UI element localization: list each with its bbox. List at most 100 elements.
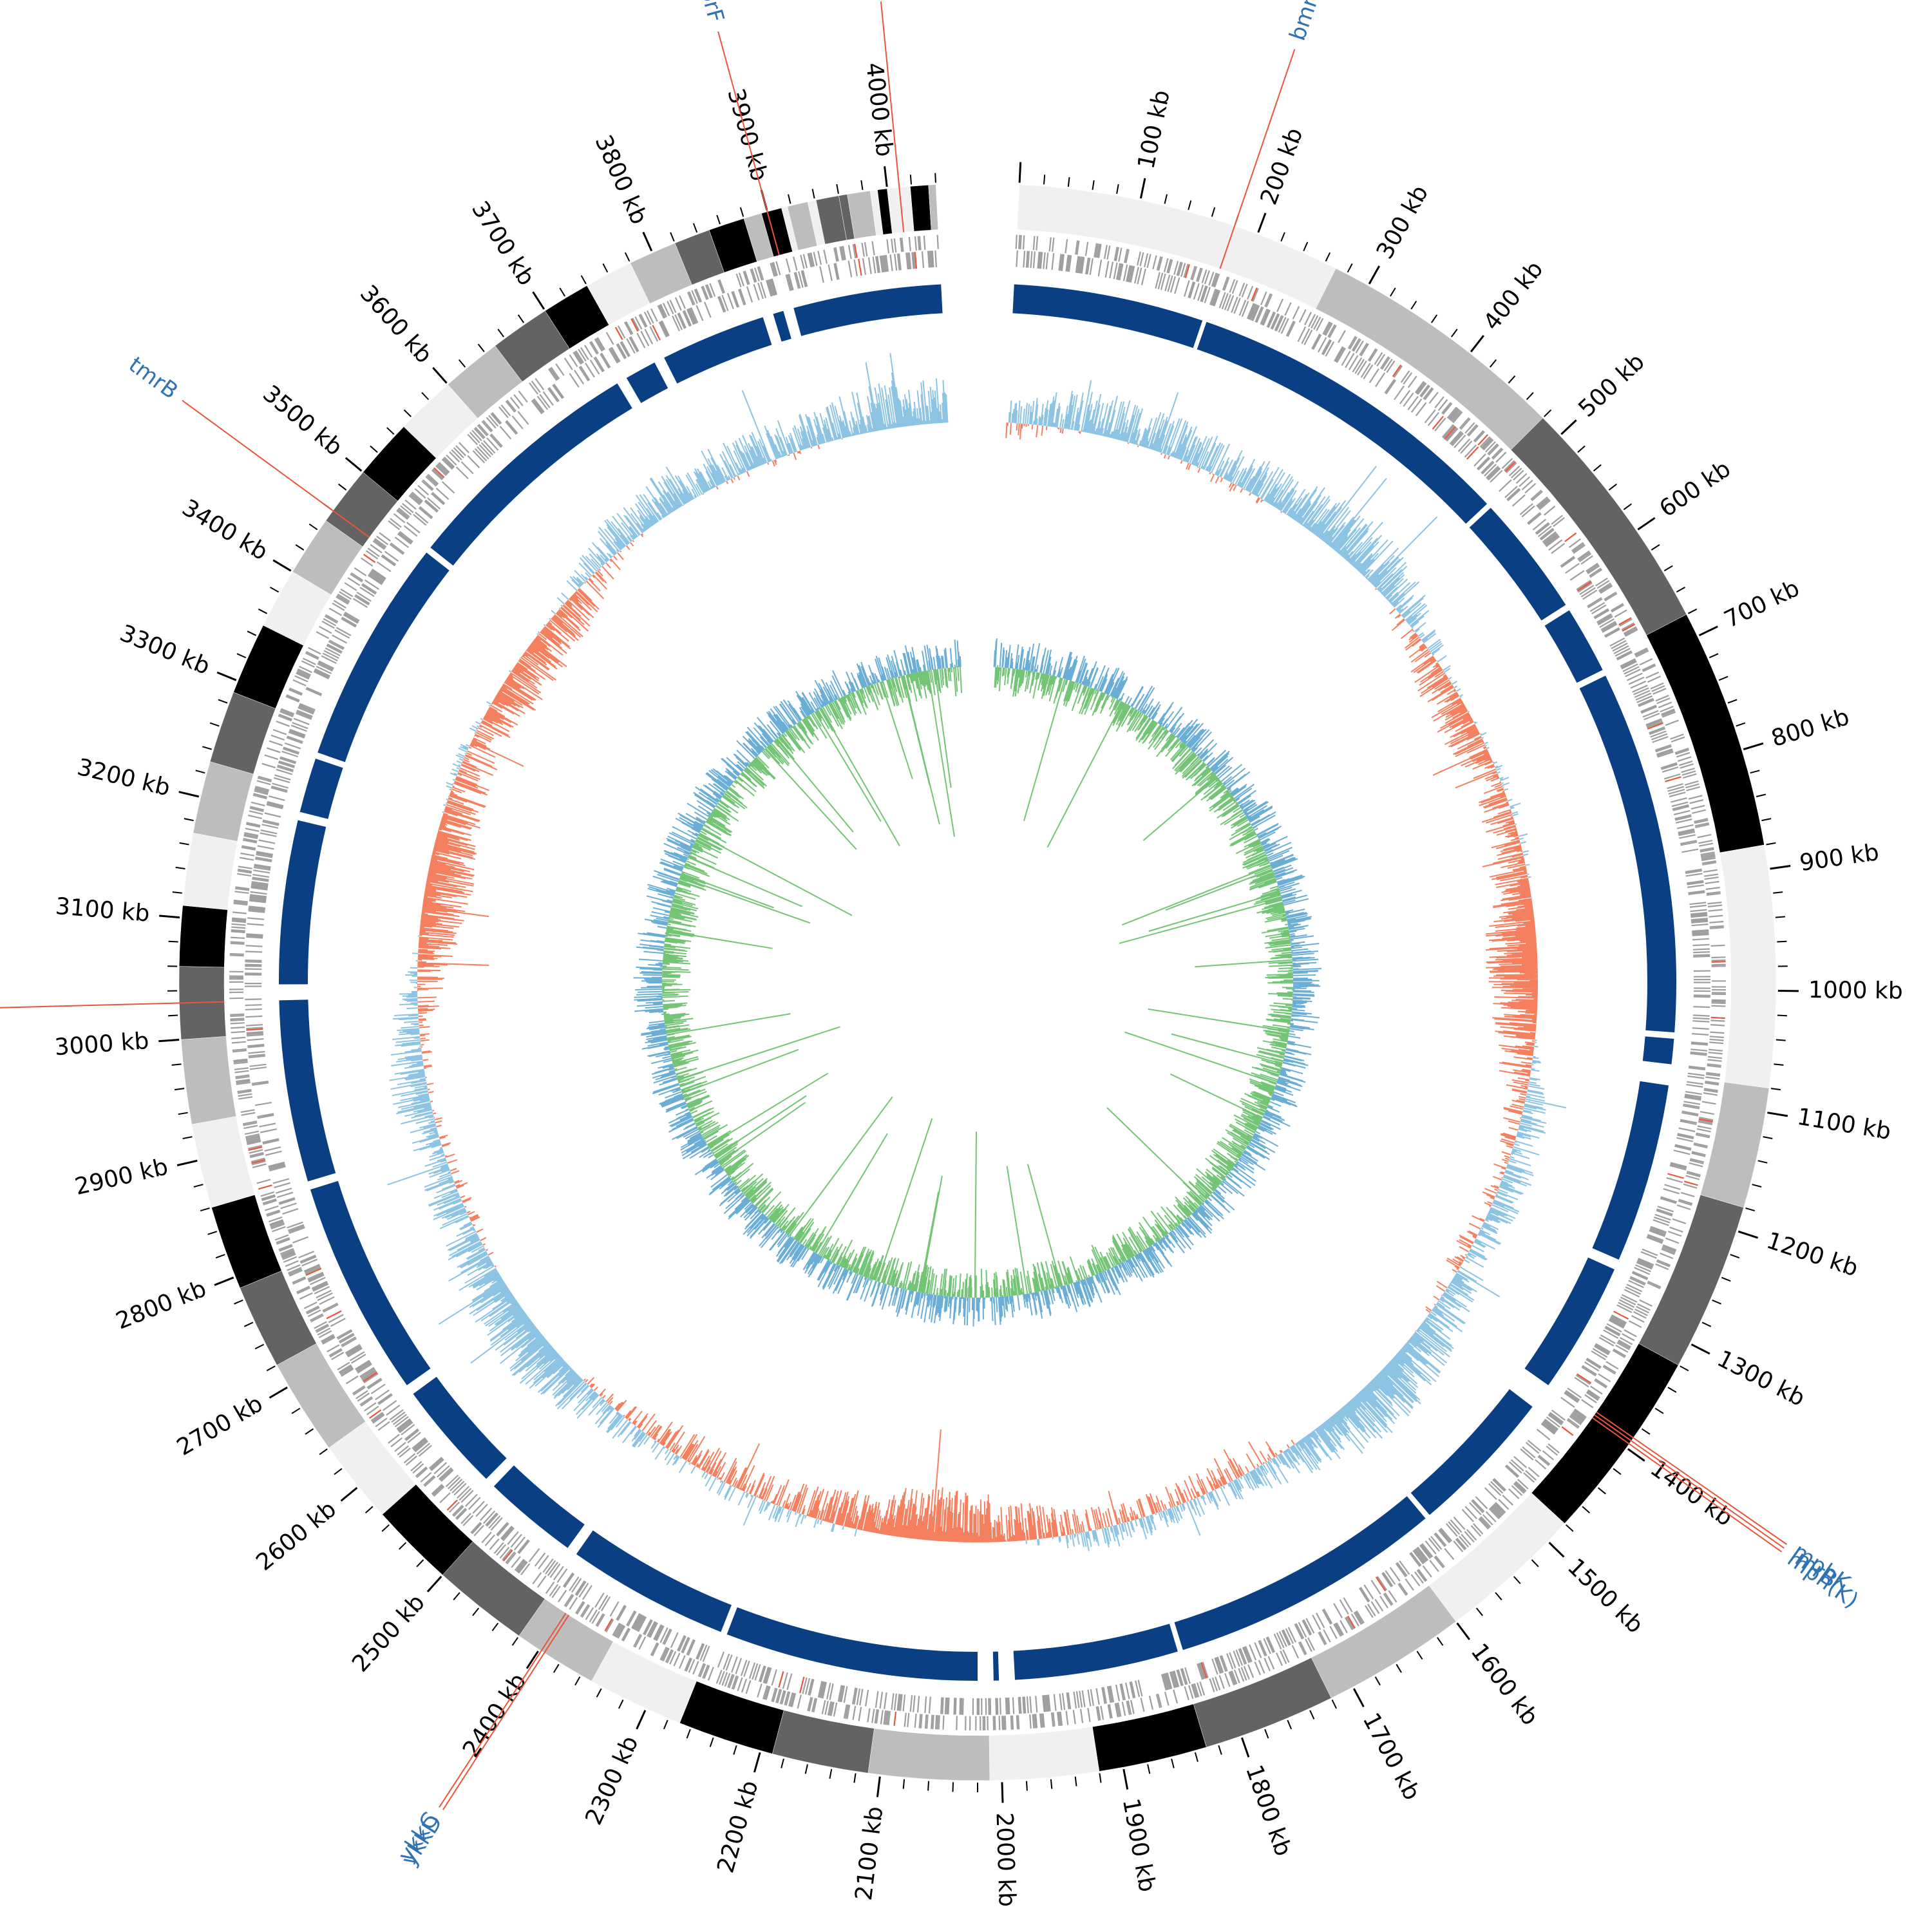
tick-label: 600 kb <box>1655 456 1736 523</box>
tick-label: 1200 kb <box>1763 1227 1861 1282</box>
tick-label: 1800 kb <box>1240 1761 1296 1859</box>
tick-label: 1500 kb <box>1562 1553 1649 1638</box>
tick-label: 2700 kb <box>173 1390 267 1461</box>
tick-label: 2900 kb <box>73 1153 171 1200</box>
tick-label: 3600 kb <box>355 280 437 368</box>
contig-block <box>1646 614 1765 853</box>
tick-label: 500 kb <box>1573 348 1649 422</box>
tick-label: 800 kb <box>1768 704 1852 752</box>
blast-hit-segment <box>1579 676 1676 1033</box>
tick-label: 2800 kb <box>113 1276 211 1335</box>
tick-label: 100 kb <box>1133 88 1175 171</box>
tick-label: 3700 kb <box>466 196 540 290</box>
contig-block <box>178 905 228 968</box>
tick-label: 2500 kb <box>347 1589 430 1677</box>
tick-label: 1600 kb <box>1466 1639 1544 1730</box>
gene-pointer-line <box>1596 1411 1787 1545</box>
gene-pointer-line <box>717 31 780 256</box>
gene-pointer-line <box>0 1001 225 1009</box>
blast-hit-segment <box>1642 1036 1674 1065</box>
tick-label: 400 kb <box>1479 256 1549 336</box>
blast-hit-segment <box>1012 284 1203 348</box>
gc-content-track <box>387 353 1567 1551</box>
tick-label: 3200 kb <box>75 754 173 802</box>
tick-label: 3000 kb <box>53 1028 149 1061</box>
contig-block <box>193 761 254 842</box>
blast-hit-segment <box>430 383 632 566</box>
tick-label: 3500 kb <box>258 381 347 461</box>
tick-label: 900 kb <box>1798 839 1880 876</box>
axis-ticks <box>158 162 1799 1803</box>
blast-hit-segment <box>279 999 336 1182</box>
contig-block <box>989 1727 1100 1781</box>
contig-block <box>1700 1082 1770 1208</box>
minor-ticks <box>167 173 1788 1792</box>
tick-label: 3900 kb <box>722 86 772 184</box>
contig-block <box>1719 844 1777 1089</box>
tick-label: 300 kb <box>1372 181 1434 263</box>
blast-hit-ring <box>279 284 1676 1681</box>
gene-pointer-line <box>1594 1414 1785 1549</box>
contig-block <box>182 833 238 910</box>
tick-label: 2300 kb <box>580 1732 643 1829</box>
blast-hit-segment <box>1174 1496 1426 1651</box>
blast-hit-segment <box>773 310 791 342</box>
contig-block <box>191 1116 255 1208</box>
blast-hit-segment <box>726 1607 978 1681</box>
blast-hit-segment <box>279 820 327 985</box>
blast-hit-segment <box>1469 507 1566 621</box>
tick-label: 1000 kb <box>1808 977 1903 1005</box>
blast-hit-segment <box>1197 321 1488 524</box>
gene-pointer-line <box>439 1613 567 1808</box>
blast-hit-segment <box>992 1651 999 1681</box>
gc-skew-track <box>633 638 1321 1327</box>
blast-hit-segment <box>1524 1257 1615 1385</box>
cds-highlight-features <box>246 243 1726 1726</box>
tick-label: 3800 kb <box>590 131 652 229</box>
tick-label: 3300 kb <box>116 620 213 680</box>
tick-label: 1300 kb <box>1713 1345 1809 1412</box>
blast-hit-segment <box>1544 610 1603 683</box>
tick-label: 700 kb <box>1720 575 1803 634</box>
tick-label: 1100 kb <box>1795 1104 1893 1145</box>
blast-hit-segment <box>576 1530 732 1633</box>
contig-block <box>1193 1657 1332 1748</box>
major-ticks <box>158 162 1799 1803</box>
tick-label: 1400 kb <box>1645 1455 1738 1531</box>
contig-ring <box>178 184 1777 1781</box>
contig-block <box>180 1036 237 1125</box>
gc-content-below <box>417 422 1539 1543</box>
tick-label: 200 kb <box>1256 124 1309 208</box>
tick-label: 2000 kb <box>990 1812 1019 1908</box>
tick-label: 1700 kb <box>1358 1709 1425 1804</box>
blast-hit-segment <box>793 284 943 336</box>
gene-pointer-line <box>1219 49 1296 269</box>
blast-hit-segment <box>1592 1081 1669 1260</box>
gene-pointer-line <box>442 1615 570 1810</box>
gene-pointer-line <box>880 1 905 232</box>
blast-hit-segment <box>664 317 772 384</box>
cds-features <box>229 234 1727 1731</box>
blast-hit-segment <box>493 1465 585 1548</box>
contig-block <box>910 185 932 232</box>
gene-pointer-line <box>1592 1417 1782 1553</box>
gene-label: Bsub_mprF <box>672 0 728 25</box>
tick-label: 2100 kb <box>851 1805 889 1902</box>
blast-hit-segment <box>1410 1389 1533 1515</box>
tick-label: 1900 kb <box>1117 1796 1160 1894</box>
gene-label: bmr <box>1285 0 1323 44</box>
blast-hit-segment <box>413 1376 507 1479</box>
tick-label: 3400 kb <box>178 495 272 566</box>
cds-track <box>229 234 1727 1731</box>
blast-hit-segment <box>626 362 668 403</box>
tick-label: 2600 kb <box>251 1496 341 1576</box>
gc-content-above <box>387 353 1567 1551</box>
gc-skew-negative <box>661 667 1294 1298</box>
blast-hit-segment <box>310 1180 431 1385</box>
tick-label: 3100 kb <box>54 893 151 927</box>
blast-hit-segment <box>317 553 450 762</box>
gene-pointer-line <box>182 400 370 538</box>
blast-hit-segment <box>299 758 343 819</box>
